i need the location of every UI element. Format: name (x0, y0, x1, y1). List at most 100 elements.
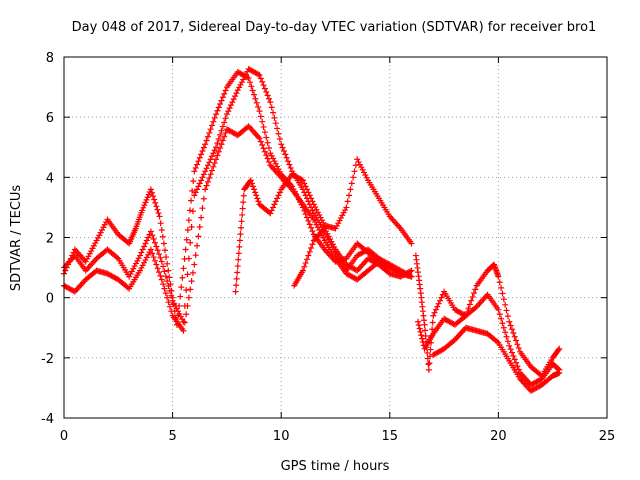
data-point (425, 366, 432, 373)
data-point (507, 322, 514, 329)
data-point (229, 99, 236, 106)
data-point (272, 120, 279, 127)
data-point (149, 232, 156, 239)
data-point (321, 225, 328, 232)
data-point (253, 192, 260, 199)
data-point (347, 186, 354, 193)
data-point (188, 197, 195, 204)
data-point (342, 207, 349, 214)
data-point (180, 318, 187, 325)
series-track-2 (61, 66, 415, 325)
data-point (263, 134, 270, 141)
data-point (256, 72, 263, 79)
data-point (556, 345, 563, 352)
data-point (362, 172, 369, 179)
data-point (435, 300, 442, 307)
data-point (143, 237, 150, 244)
data-point (261, 129, 268, 136)
data-point (408, 273, 415, 280)
data-point (172, 302, 179, 309)
data-point (200, 144, 207, 151)
data-point (207, 126, 214, 133)
data-point (284, 158, 291, 165)
data-point (128, 268, 135, 275)
data-point (188, 278, 195, 285)
data-point (237, 231, 244, 238)
data-point (261, 148, 268, 155)
y-tick-label: 8 (46, 51, 54, 66)
data-point (161, 247, 168, 254)
data-point (324, 230, 331, 237)
data-point (184, 302, 191, 309)
data-point (218, 97, 225, 104)
data-point (256, 108, 263, 115)
data-point (421, 321, 428, 328)
data-point (199, 205, 206, 212)
data-point (302, 260, 309, 267)
data-point (426, 360, 433, 367)
data-point (259, 141, 266, 148)
data-point (425, 361, 432, 368)
data-point (268, 104, 275, 111)
data-point (309, 207, 316, 214)
data-point (211, 160, 218, 167)
data-point (147, 228, 154, 235)
data-point (427, 346, 434, 353)
data-point (287, 164, 294, 171)
data-point (138, 249, 145, 256)
data-point (238, 79, 245, 86)
data-point (236, 243, 243, 250)
data-point (142, 199, 149, 206)
data-point (267, 150, 274, 157)
data-point (204, 162, 211, 169)
data-point (240, 199, 247, 206)
data-point (221, 133, 228, 140)
data-point (227, 102, 234, 109)
data-point (219, 94, 226, 101)
data-point (313, 221, 320, 228)
data-point (154, 247, 161, 254)
data-point (139, 262, 146, 269)
data-point (160, 281, 167, 288)
y-tick-label: 2 (46, 232, 54, 247)
data-point (245, 75, 252, 82)
data-point (306, 248, 313, 255)
data-point (203, 137, 210, 144)
data-point (320, 234, 327, 241)
data-point (316, 211, 323, 218)
data-point (274, 163, 281, 170)
series-track-6 (412, 252, 563, 379)
data-point (196, 223, 203, 230)
data-point (96, 232, 103, 239)
data-point (499, 320, 506, 327)
data-point (230, 96, 237, 103)
data-point (363, 174, 370, 181)
data-point (194, 242, 201, 249)
data-point (417, 328, 424, 335)
data-point (198, 177, 205, 184)
data-point (140, 204, 147, 211)
x-tick-label: 25 (599, 429, 616, 444)
data-point (204, 133, 211, 140)
data-point (180, 327, 187, 334)
data-point (215, 148, 222, 155)
data-point (156, 269, 163, 276)
data-point (472, 304, 479, 311)
data-point (177, 293, 184, 300)
data-point (310, 201, 317, 208)
data-point (70, 287, 77, 294)
data-point (500, 296, 507, 303)
data-point (94, 234, 101, 241)
data-point (160, 240, 167, 247)
data-point (240, 76, 247, 83)
data-point (424, 349, 431, 356)
data-point (157, 254, 164, 261)
data-point (145, 251, 152, 258)
data-point (346, 192, 353, 199)
data-point (268, 207, 275, 214)
data-point (309, 228, 316, 235)
data-point (208, 122, 215, 129)
data-point (282, 151, 289, 158)
data-point (318, 217, 325, 224)
data-point (500, 324, 507, 331)
